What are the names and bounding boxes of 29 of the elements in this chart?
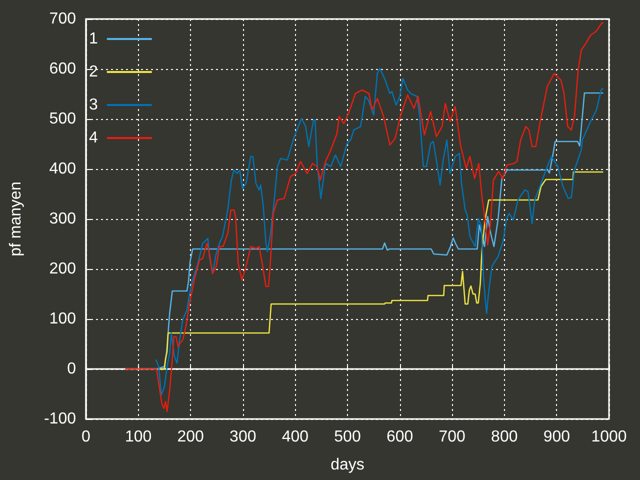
x-tick-label: 1000 bbox=[591, 428, 627, 446]
y-tick-label: 500 bbox=[49, 110, 76, 128]
x-tick-label: 500 bbox=[334, 428, 361, 446]
x-tick-label: 700 bbox=[438, 428, 466, 446]
y-tick-label: 0 bbox=[67, 360, 76, 378]
line-series bbox=[158, 171, 604, 370]
line-series bbox=[156, 92, 604, 370]
y-tick-label: -100 bbox=[44, 410, 76, 428]
y-tick-label: 700 bbox=[49, 10, 76, 28]
x-tick-label: 100 bbox=[124, 428, 152, 446]
line-series bbox=[125, 22, 604, 412]
x-axis-title: days bbox=[330, 456, 364, 474]
legend-label: 1 bbox=[88, 30, 98, 48]
legend-label: 3 bbox=[88, 96, 98, 114]
x-tick-label: 800 bbox=[491, 428, 518, 446]
y-tick-label: 600 bbox=[49, 60, 76, 78]
x-tick-label: 0 bbox=[82, 428, 91, 446]
legend-label: 4 bbox=[88, 130, 98, 146]
y-tick-label: 100 bbox=[49, 310, 76, 328]
x-tick-label: 600 bbox=[386, 428, 414, 446]
y-tick-label: 300 bbox=[49, 210, 76, 228]
x-tick-label: 200 bbox=[177, 428, 204, 446]
y-tick-label: 200 bbox=[49, 260, 76, 278]
line-series bbox=[155, 68, 604, 396]
y-tick-label: 400 bbox=[49, 160, 76, 178]
y-axis-title: pf manyen bbox=[8, 182, 24, 256]
x-tick-label: 900 bbox=[543, 428, 570, 446]
x-tick-label: 300 bbox=[230, 428, 256, 446]
x-tick-label: 400 bbox=[282, 428, 309, 446]
